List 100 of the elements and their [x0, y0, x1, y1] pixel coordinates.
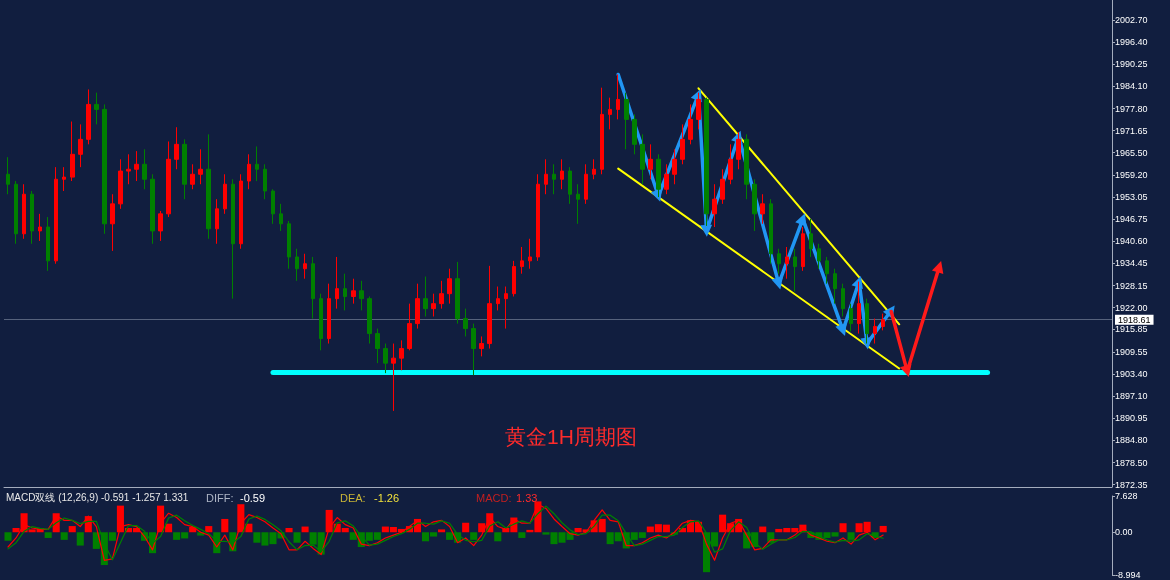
bar	[839, 523, 847, 533]
bar	[60, 532, 68, 540]
y-tick-label: 1959.20	[1115, 169, 1148, 180]
y-tick-label: 1934.45	[1115, 258, 1148, 269]
point	[860, 336, 873, 350]
candlestick	[30, 190, 34, 245]
candlestick	[335, 256, 339, 310]
y-tick-label: 1897.10	[1115, 391, 1148, 402]
bar	[879, 525, 887, 533]
candlestick	[471, 323, 476, 376]
annotation: -1.26	[374, 491, 400, 504]
candlestick	[528, 238, 532, 270]
candlestick	[632, 113, 637, 155]
y-tick-label: 0.00	[1115, 527, 1133, 538]
candlestick	[375, 328, 380, 364]
candlestick	[190, 163, 195, 190]
candlestick	[399, 339, 404, 371]
point	[700, 224, 713, 237]
candlestick	[142, 148, 147, 190]
candlestick	[407, 303, 412, 351]
candlestick	[873, 318, 877, 345]
candlestick	[496, 286, 500, 311]
candlestick	[752, 178, 757, 232]
candlestick	[423, 276, 428, 317]
point	[795, 213, 807, 227]
y-tick-label: -8.994	[1115, 570, 1141, 580]
annotation: MACD双线 (12,26,9) -0.591 -1.257 1.331	[6, 491, 189, 503]
candlestick	[833, 268, 837, 305]
y-tick-label: 7.628	[1115, 491, 1138, 501]
bar	[462, 522, 470, 533]
bar	[76, 532, 84, 546]
candlestick	[383, 343, 388, 374]
y-tick-label: 1884.80	[1115, 435, 1148, 446]
candlestick	[263, 163, 267, 200]
bar	[470, 532, 478, 540]
y-tick-label: 1990.25	[1115, 59, 1148, 70]
annotation: MACD:	[476, 491, 512, 504]
y-tick-label: 1940.60	[1115, 236, 1148, 247]
candlestick	[624, 92, 629, 150]
point	[771, 276, 783, 290]
candlestick	[455, 261, 460, 325]
y-tick-label: 1878.50	[1115, 457, 1148, 468]
candlestick	[809, 218, 813, 258]
bar	[4, 532, 12, 541]
candlestick	[415, 283, 420, 330]
candlestick	[608, 97, 612, 130]
candlestick	[223, 173, 227, 215]
candlestick	[431, 293, 436, 317]
candlestick	[688, 103, 693, 145]
candlestick	[311, 256, 315, 320]
candlestick	[295, 248, 299, 282]
bar	[293, 532, 301, 543]
y-tick-label: 2002.70	[1115, 14, 1148, 25]
candlestick	[118, 158, 123, 210]
candlestick	[777, 248, 781, 275]
candlestick	[198, 148, 203, 185]
candlestick	[86, 88, 91, 145]
candlestick	[648, 143, 653, 180]
candlestick	[504, 286, 508, 330]
candlestick	[231, 178, 235, 300]
ref-line-label: 1918.61	[1118, 314, 1151, 325]
candlestick	[479, 335, 484, 357]
y-tick-label: 1971.65	[1115, 125, 1148, 136]
candlestick	[22, 183, 26, 240]
candlestick	[616, 73, 620, 120]
candlestick	[728, 143, 733, 185]
candlestick	[351, 278, 356, 305]
annotation: -0.59	[240, 491, 266, 504]
candlestick	[38, 213, 42, 242]
candlestick	[14, 180, 18, 245]
bar	[847, 532, 855, 540]
bar	[68, 526, 76, 533]
candlestick	[255, 145, 259, 182]
y-tick-label: 1953.05	[1115, 191, 1148, 202]
bar	[44, 532, 52, 538]
candlestick	[560, 158, 564, 190]
bar	[518, 532, 526, 538]
candlestick	[287, 220, 291, 270]
candlestick	[239, 173, 243, 250]
y-tick-label: 1915.85	[1115, 324, 1148, 335]
candlestick	[54, 166, 58, 265]
candlestick	[841, 283, 845, 317]
candlestick	[6, 156, 10, 195]
candlestick	[166, 140, 171, 218]
candlestick	[367, 296, 372, 345]
y-tick-label: 1946.75	[1115, 214, 1148, 225]
candlestick	[640, 133, 645, 185]
y-tick-label: 1922.00	[1115, 302, 1148, 313]
candlestick	[736, 131, 741, 170]
annotation: DEA:	[340, 491, 366, 504]
point	[851, 275, 863, 290]
candlestick	[447, 268, 452, 305]
candlestick	[865, 298, 869, 345]
candlestick	[102, 103, 107, 235]
candlestick	[319, 293, 323, 351]
candlestick	[544, 158, 548, 195]
candlestick	[664, 163, 669, 195]
candlestick	[552, 163, 556, 195]
candlestick	[247, 153, 251, 190]
candlestick	[463, 308, 468, 337]
